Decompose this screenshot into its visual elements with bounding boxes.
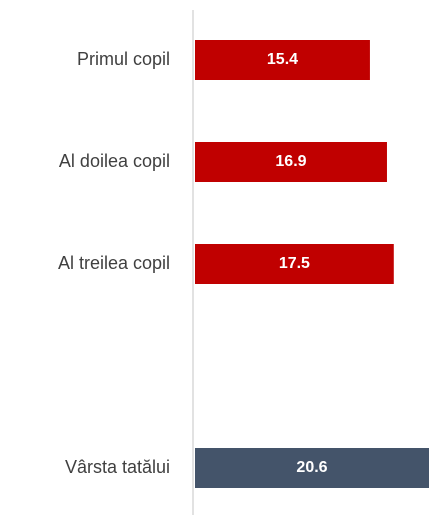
- value-label: 16.9: [275, 153, 306, 170]
- category-label: Al treilea copil: [58, 253, 170, 273]
- value-label: 15.4: [267, 51, 298, 68]
- category-label: Primul copil: [77, 49, 170, 69]
- category-label: Al doilea copil: [59, 151, 170, 171]
- category-label: Vârsta tatălui: [65, 457, 170, 477]
- chart: Primul copil 15.4 Al doilea copil 16.9 Al tr…: [0, 0, 429, 515]
- value-label: 17.5: [279, 255, 310, 272]
- value-label: 20.6: [296, 459, 327, 476]
- page: {"chart_data": {"type": "hbar", "categor…: [0, 0, 429, 515]
